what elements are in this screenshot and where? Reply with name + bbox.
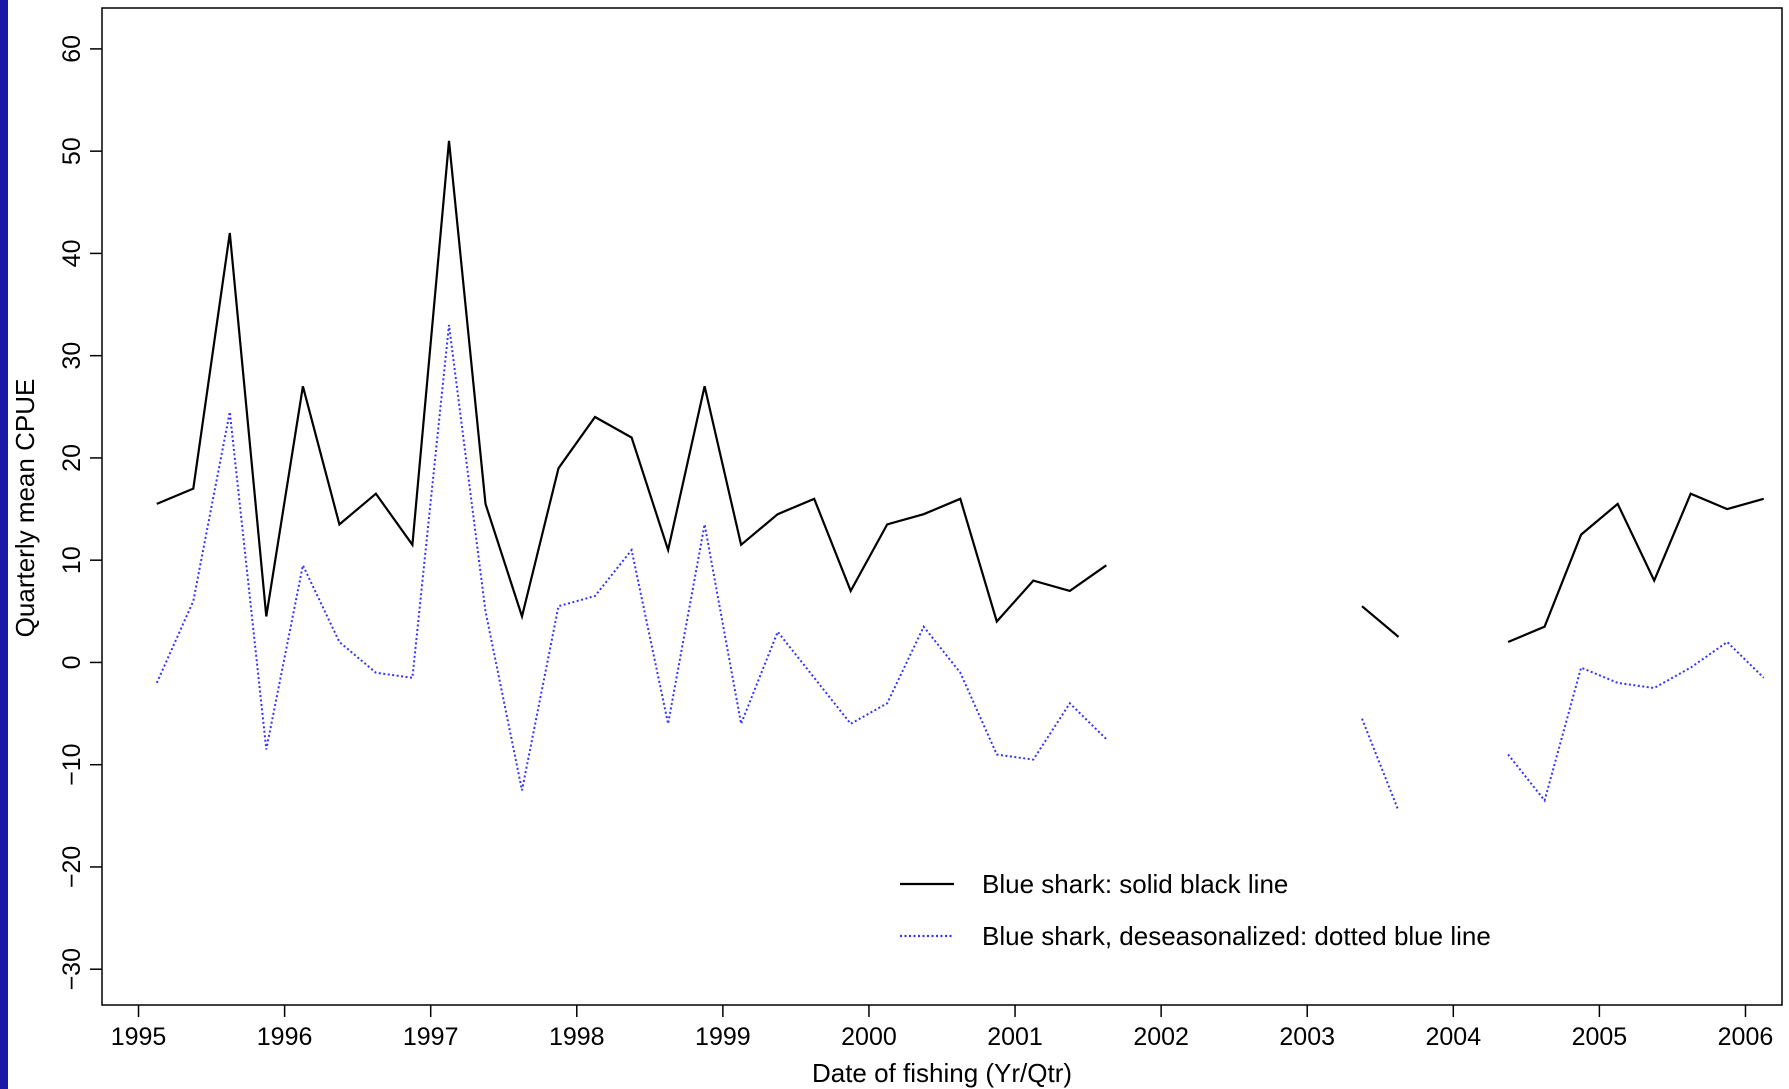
y-tick-label: 30 <box>58 342 86 370</box>
x-tick-label: 1995 <box>111 1023 167 1051</box>
legend: Blue shark: solid black line Blue shark, … <box>900 869 1491 951</box>
series-layer <box>155 140 1765 812</box>
x-tick-label: 2003 <box>1279 1023 1335 1051</box>
x-tick-label: 1999 <box>695 1023 751 1051</box>
y-tick-label: 0 <box>58 655 86 669</box>
plot-frame <box>101 7 1783 1006</box>
series-line-segment <box>1361 605 1400 638</box>
x-tick-label: 2006 <box>1718 1023 1774 1051</box>
x-tick-label: 1997 <box>403 1023 459 1051</box>
x-tick-label: 1998 <box>549 1023 605 1051</box>
x-tick-label: 2005 <box>1572 1023 1628 1051</box>
y-axis: −30 −20 −10 0 10 20 30 40 50 60 <box>58 35 102 990</box>
series-line-segment <box>1507 640 1765 803</box>
x-tick-label: 1996 <box>257 1023 313 1051</box>
legend-label-deseasonalized: Blue shark, deseasonalized: dotted blue … <box>982 921 1491 951</box>
slide-left-border <box>0 0 8 1089</box>
series-line-segment <box>156 140 1107 624</box>
y-tick-label: −30 <box>58 948 86 990</box>
y-axis-title: Quarterly mean CPUE <box>10 379 40 638</box>
x-tick-label: 2002 <box>1133 1023 1189 1051</box>
y-tick-label: 50 <box>58 137 86 165</box>
y-tick-label: 40 <box>58 240 86 268</box>
y-tick-label: −20 <box>58 846 86 888</box>
series-line-segment <box>1507 492 1764 644</box>
series-line-segment <box>155 324 1108 791</box>
x-tick-label: 2004 <box>1425 1023 1481 1051</box>
x-axis-title: Date of fishing (Yr/Qtr) <box>812 1058 1072 1088</box>
series-blue-shark-deseasonalized <box>155 324 1765 812</box>
y-tick-label: 20 <box>58 444 86 472</box>
x-axis: 1995 1996 1997 1998 1999 2000 2001 2002 2003 2004… <box>111 1005 1774 1051</box>
y-tick-label: −10 <box>58 743 86 785</box>
y-tick-label: 60 <box>58 35 86 63</box>
series-line-segment <box>1361 718 1400 812</box>
series-blue-shark <box>156 140 1764 644</box>
x-tick-label: 2000 <box>841 1023 897 1051</box>
legend-label-blue-shark: Blue shark: solid black line <box>982 869 1288 899</box>
x-tick-label: 2001 <box>987 1023 1043 1051</box>
y-tick-label: 10 <box>58 546 86 574</box>
